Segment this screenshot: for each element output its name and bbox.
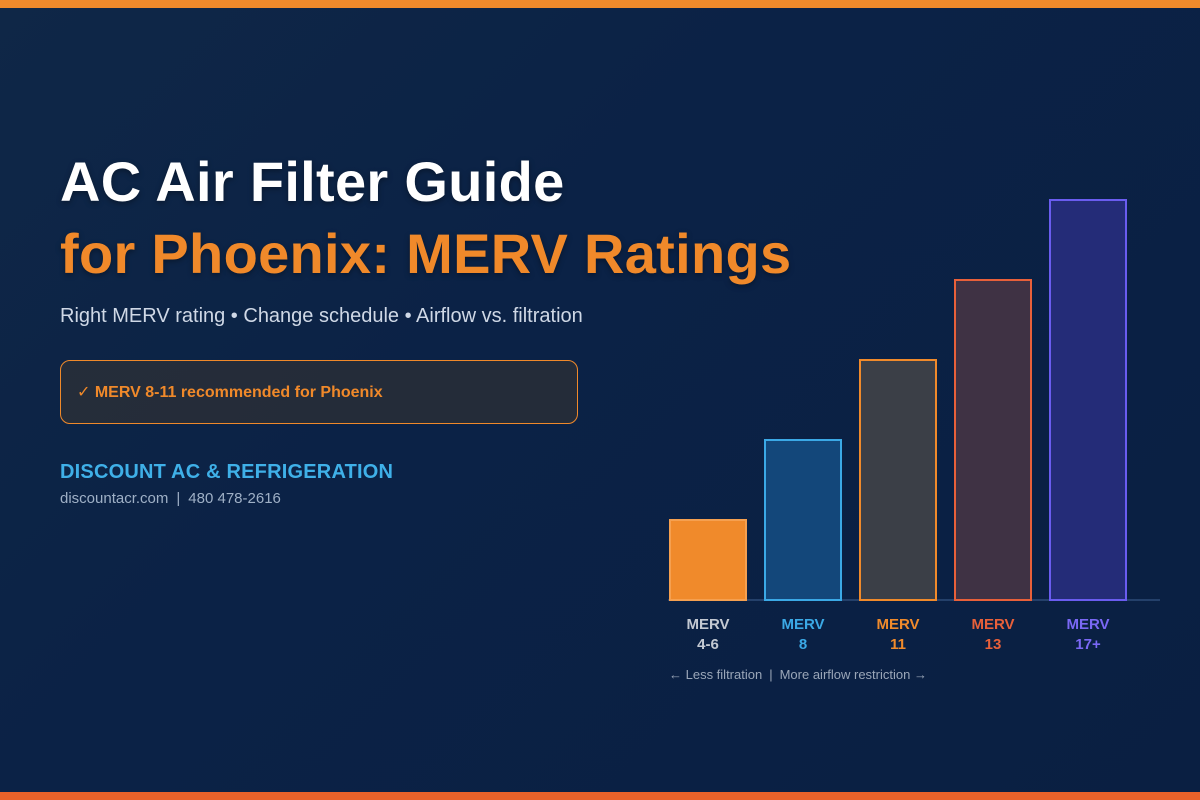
caption-left: ← Less filtration [669, 667, 763, 682]
bar-merv-8 [764, 439, 842, 601]
bottom-accent-bar [0, 792, 1200, 800]
page-title: AC Air Filter Guide [60, 150, 565, 213]
chart-caption: ← Less filtration | More airflow restricti… [669, 667, 927, 682]
phone-text: 480 478-2616 [188, 490, 281, 507]
recommendation-text: ✓ MERV 8-11 recommended for Phoenix [77, 384, 383, 401]
tick-label-0-0: MERV [686, 616, 729, 633]
website-text: discountacr.com [60, 490, 169, 507]
contact-info: discountacr.com | 480 478-2616 [60, 490, 281, 507]
bar-merv-13 [954, 279, 1032, 601]
recommendation-box: ✓ MERV 8-11 recommended for Phoenix [60, 360, 578, 424]
subtitle: Right MERV rating • Change schedule • Ai… [60, 305, 583, 327]
caption-right: More airflow restriction → [779, 667, 927, 682]
tick-label-3-0: MERV [971, 616, 1014, 633]
tick-label-2-0: MERV [876, 616, 919, 633]
tick-label-2-1: 11 [890, 636, 906, 653]
tick-label-0-1: 4-6 [697, 636, 719, 653]
tick-label-3-1: 13 [985, 636, 1002, 653]
tick-label-4-1: 17+ [1075, 636, 1101, 653]
tick-label-1-0: MERV [781, 616, 824, 633]
bar-merv-11 [859, 359, 937, 601]
contact-separator: | [176, 490, 181, 507]
tick-label-1-1: 8 [799, 636, 807, 653]
top-accent-bar [0, 0, 1200, 8]
tick-label-4-0: MERV [1066, 616, 1109, 633]
company-name: DISCOUNT AC & REFRIGERATION [60, 461, 394, 483]
page-title-highlight: for Phoenix: MERV Ratings [60, 222, 792, 285]
bar-merv-17+ [1049, 199, 1127, 601]
bar-merv-4-6 [669, 519, 747, 601]
caption-separator: | [769, 667, 773, 682]
